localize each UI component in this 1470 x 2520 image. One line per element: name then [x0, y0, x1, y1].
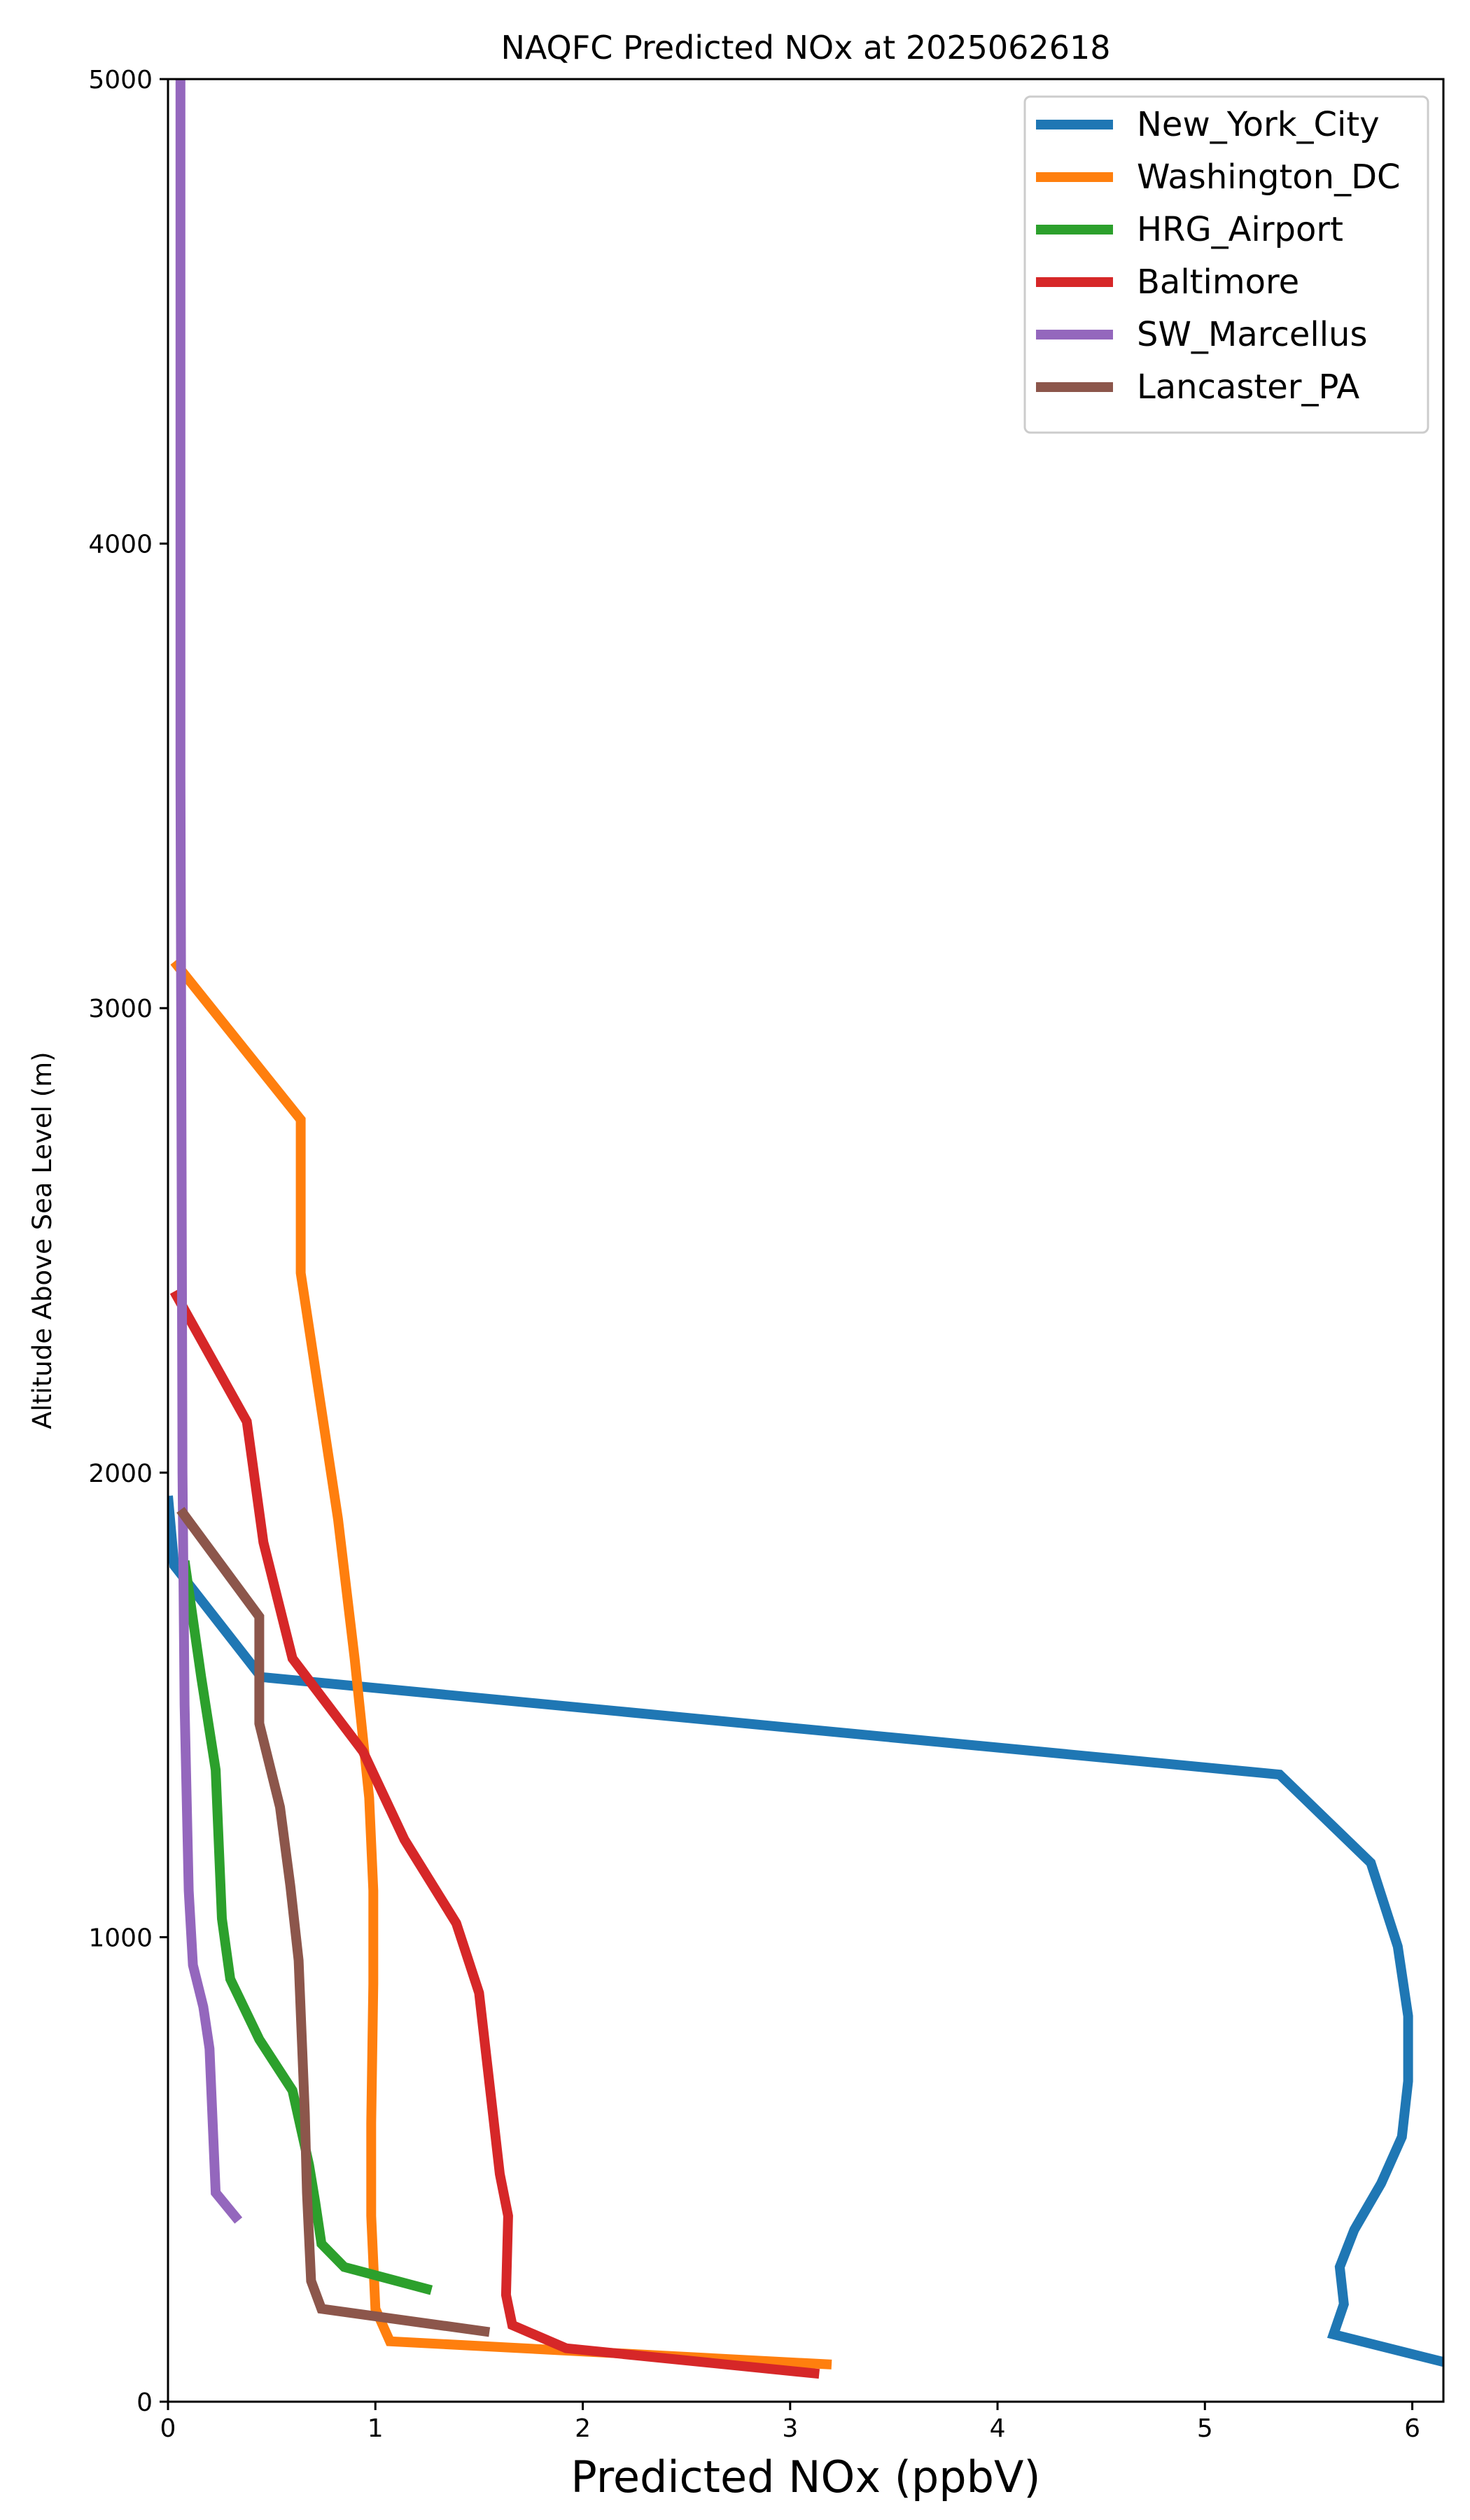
y-tick-label: 5000 — [88, 66, 153, 94]
y-tick-label: 4000 — [88, 531, 153, 559]
legend-label: Lancaster_PA — [1137, 368, 1359, 407]
x-axis-label: Predicted NOx (ppbV) — [570, 2451, 1040, 2502]
x-tick-label: 6 — [1404, 2414, 1420, 2443]
x-tick-label: 2 — [575, 2414, 591, 2443]
x-tick-label: 3 — [782, 2414, 798, 2443]
legend: New_York_City Washington_DC HRG_Airport Bal… — [1023, 95, 1429, 434]
y-tick-label: 1000 — [88, 1924, 153, 1952]
legend-label: SW_Marcellus — [1137, 315, 1367, 354]
legend-label: Baltimore — [1137, 262, 1299, 302]
chart-title: NAQFC Predicted NOx at 2025062618 — [500, 29, 1110, 66]
series-line-washington-dc — [170, 958, 832, 2370]
series-line-hrg-airport — [179, 1560, 433, 2295]
series-line-new-york-city — [168, 1495, 1443, 2367]
axes-frame — [167, 78, 1445, 2403]
x-tick-label: 4 — [990, 2414, 1006, 2443]
x-tick-label: 0 — [160, 2414, 176, 2443]
plot-area — [168, 79, 1443, 2379]
axes: 0 1 2 3 4 5 6 0 1000 2000 3000 4000 5000 — [88, 66, 1420, 2443]
y-axis-label: Altitude Above Sea Level (m) — [27, 1051, 57, 1429]
y-tick-label: 3000 — [88, 995, 153, 1023]
x-tick-label: 1 — [368, 2414, 384, 2443]
y-tick-label: 0 — [136, 2388, 153, 2417]
y-tick-label: 2000 — [88, 1460, 153, 1488]
legend-label: Washington_DC — [1137, 158, 1401, 197]
x-tick-label: 5 — [1197, 2414, 1213, 2443]
series-line-sw-marcellus — [175, 79, 243, 2224]
legend-frame — [1023, 95, 1429, 434]
series-line-baltimore — [169, 1289, 820, 2379]
legend-label: HRG_Airport — [1137, 210, 1343, 249]
series-line-lancaster-pa — [176, 1506, 491, 2337]
legend-label: New_York_City — [1137, 105, 1380, 144]
